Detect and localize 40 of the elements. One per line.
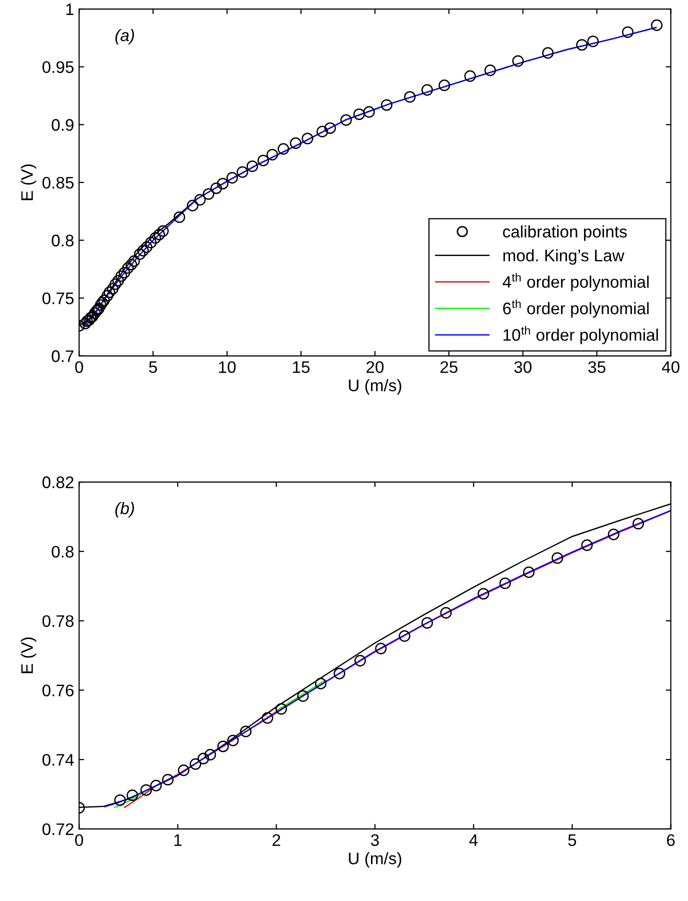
x-tick-label: 25 — [440, 361, 458, 373]
x-tick-label: 35 — [588, 361, 606, 373]
x-tick-label: 5 — [568, 834, 576, 846]
y-tick-label: 0.8 — [52, 234, 74, 246]
x-tick-label: 5 — [149, 361, 158, 373]
y-tick-label: 0.85 — [42, 176, 74, 189]
y-tick-label: 0.9 — [52, 119, 74, 131]
legend-label: calibration points — [503, 225, 627, 241]
y-tick-label: 0.74 — [42, 754, 74, 766]
y-axis-title: E (V) — [20, 638, 36, 674]
x-tick-label: 40 — [662, 361, 680, 373]
legend-label: 6$^{th}$ order polynomial — [503, 300, 649, 318]
y-tick-label: 0.8 — [52, 546, 74, 558]
x-tick-label: 0 — [75, 361, 84, 373]
y-tick-label: 0.75 — [42, 292, 74, 304]
x-tick-label: 0 — [75, 834, 84, 846]
y-tick-label: 0.7 — [52, 350, 74, 362]
x-tick-label: 3 — [370, 834, 379, 846]
y-tick-label: 0.78 — [42, 615, 74, 627]
y-tick-label: 0.82 — [42, 476, 74, 488]
legend-label: 10$^{th}$ order polynomial — [504, 326, 658, 344]
annotation: (b) — [115, 502, 134, 518]
x-axis-title: U (m/s) — [348, 852, 402, 868]
legend-label: 4$^{th}$ order polynomial — [502, 273, 649, 292]
x-tick-label: 15 — [293, 361, 310, 373]
y-tick-label: 0.72 — [42, 823, 74, 836]
y-axis-title: E (V) — [20, 164, 36, 200]
x-tick-label: 20 — [366, 361, 384, 373]
x-tick-label: 30 — [514, 361, 532, 373]
y-tick-label: 0.76 — [42, 684, 74, 696]
x-axis-title: U (m/s) — [348, 379, 402, 395]
x-tick-label: 10 — [219, 361, 236, 373]
x-tick-label: 6 — [667, 834, 675, 846]
x-tick-label: 2 — [272, 834, 280, 846]
y-tick-label: 1 — [66, 4, 74, 16]
y-tick-label: 0.95 — [42, 61, 74, 74]
legend-label: mod. King’s Law — [503, 249, 624, 265]
x-tick-label: 1 — [174, 834, 182, 846]
x-tick-label: 4 — [469, 834, 478, 846]
annotation: (a) — [115, 28, 134, 45]
